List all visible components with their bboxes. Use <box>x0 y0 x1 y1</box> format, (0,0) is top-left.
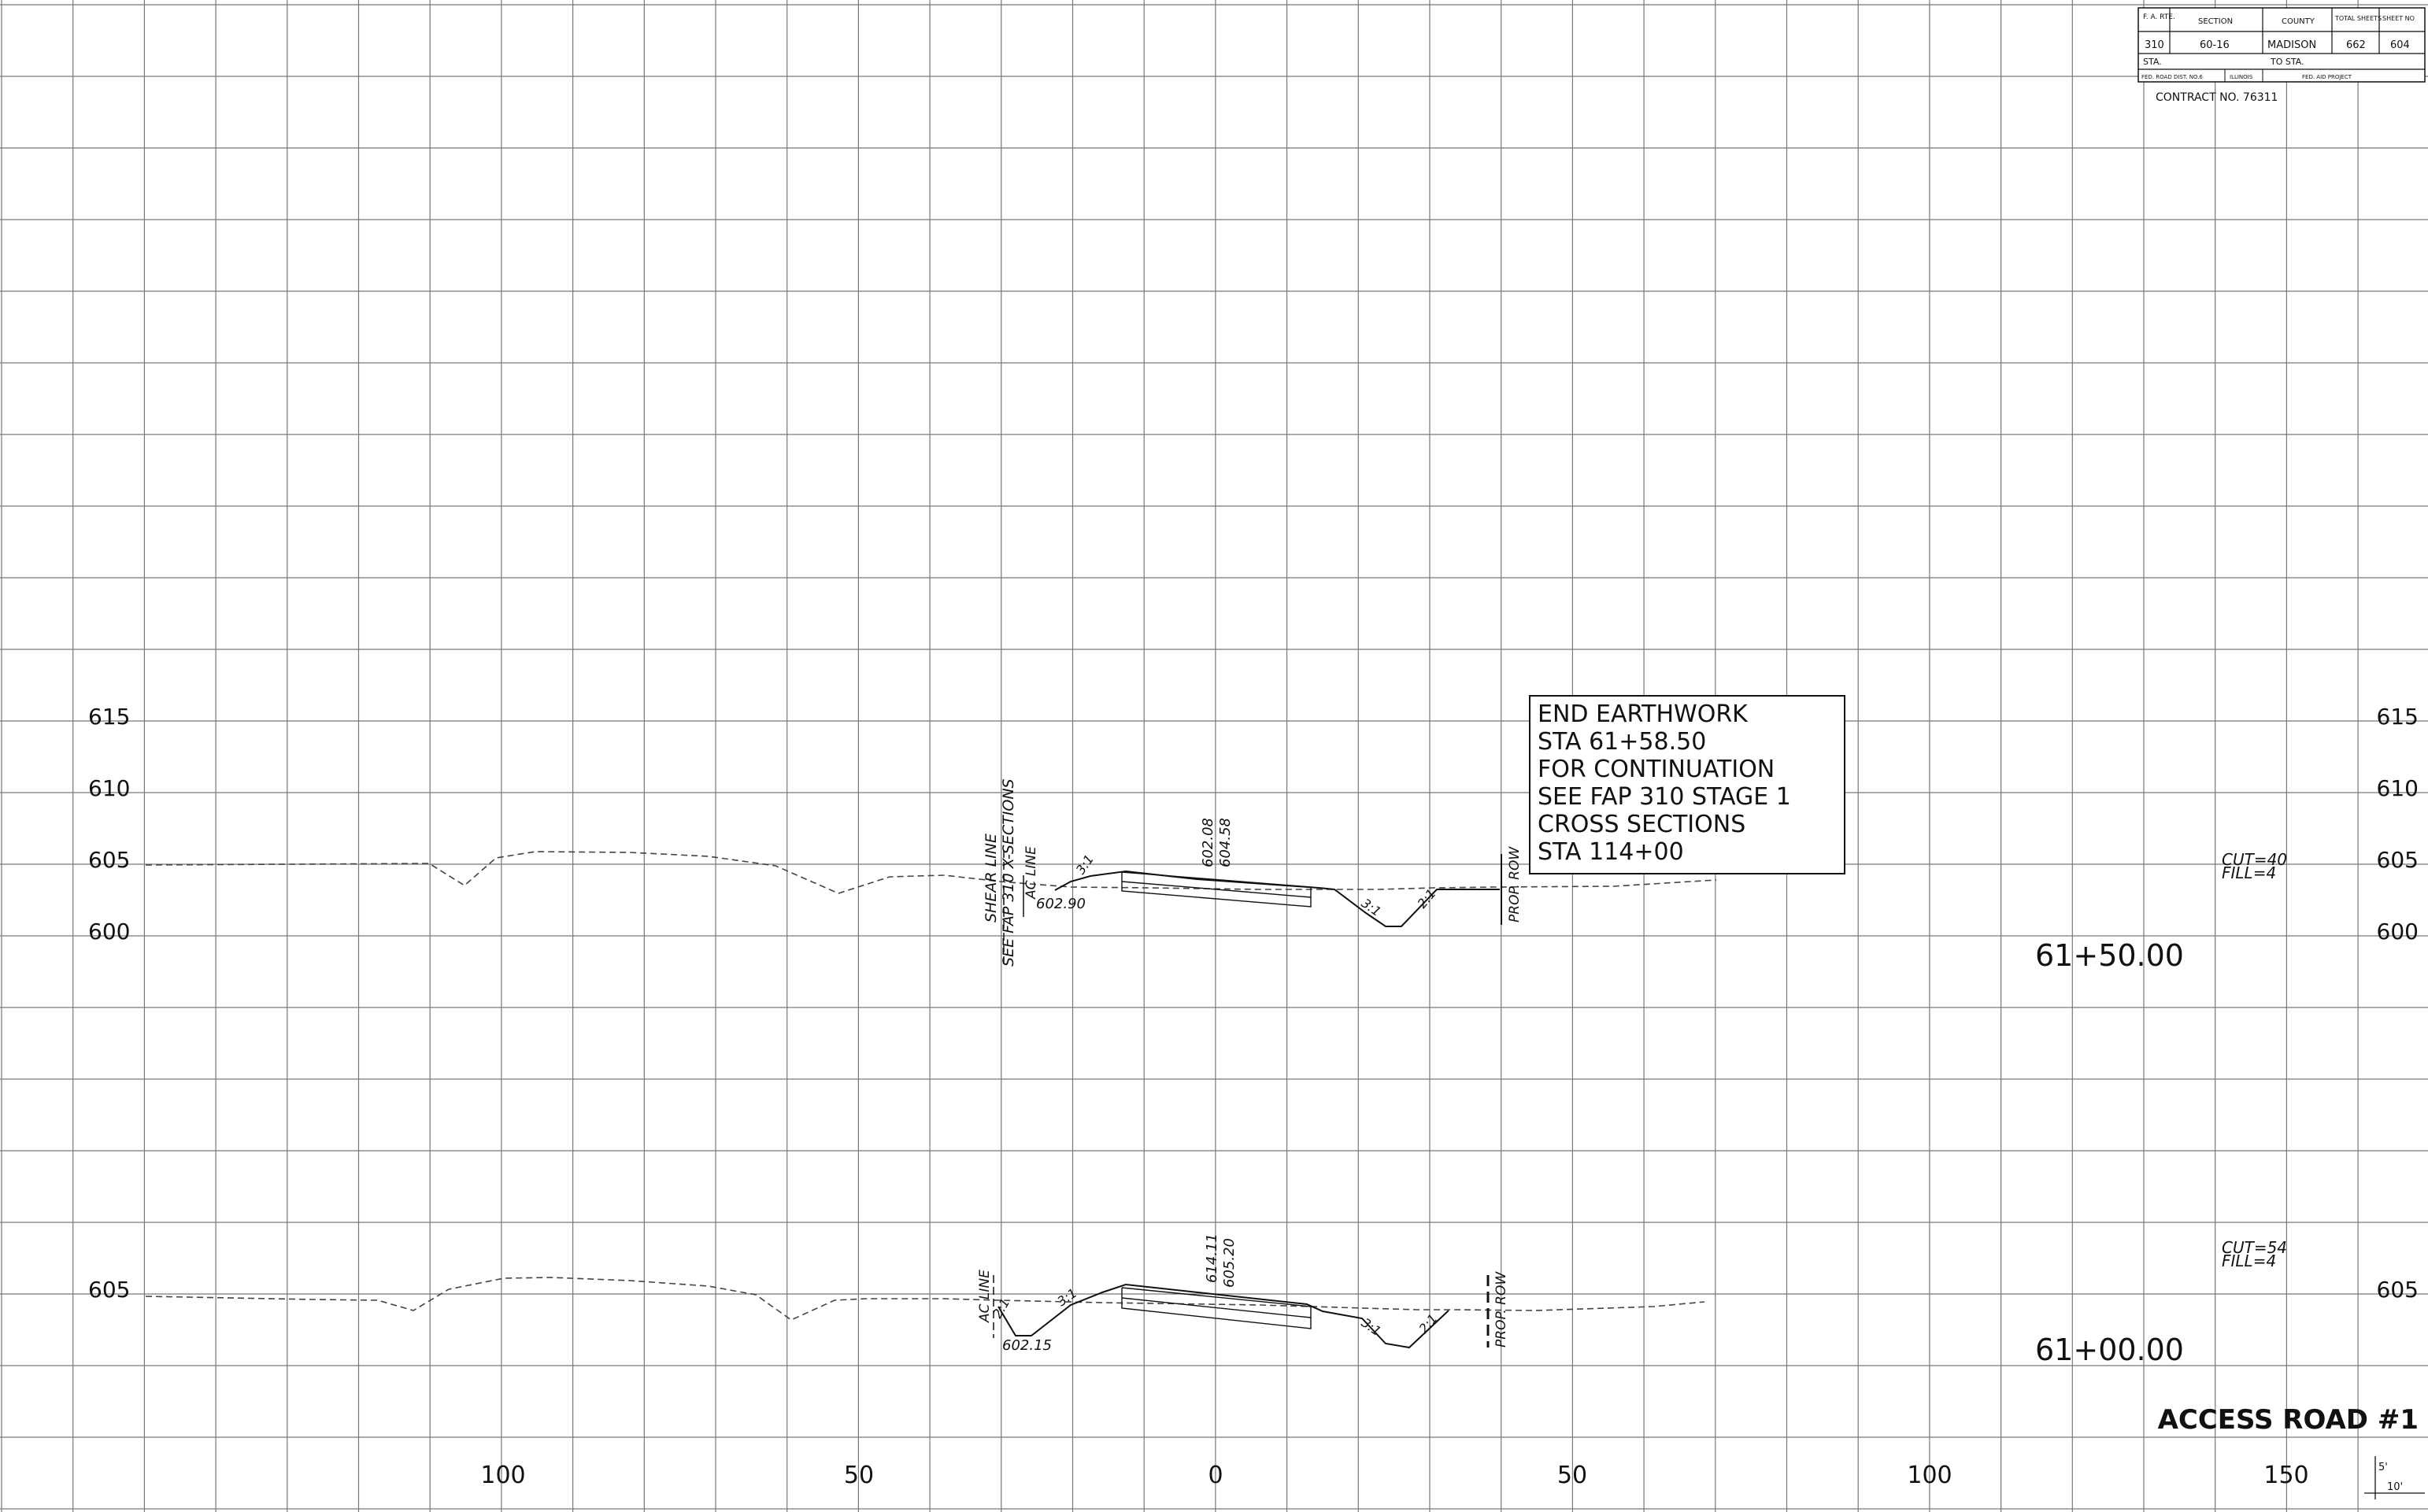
station-label: 61+50.00 <box>2035 938 2184 973</box>
slope-label: 3:1 <box>1054 1285 1079 1309</box>
elev-label: 605 <box>2377 1277 2419 1303</box>
tb-header-total-sheets: TOTAL SHEETS <box>2334 15 2382 22</box>
scale-horizontal: 10' <box>2387 1481 2403 1493</box>
note-line: FOR CONTINUATION <box>1538 756 1775 783</box>
tb-header-county: COUNTY <box>2282 17 2315 26</box>
slope-label: 2:1 <box>1416 1311 1441 1336</box>
offset-label: 0 <box>1208 1462 1223 1489</box>
tb-header-fa-rte: F. A. RTE. <box>2143 13 2175 21</box>
tb-contract: CONTRACT NO. 76311 <box>2156 91 2278 104</box>
proposed-profile <box>1054 870 1500 927</box>
tb-fa-rte: 310 <box>2145 39 2164 51</box>
elev-label: 600 <box>2377 919 2419 945</box>
note-line: CROSS SECTIONS <box>1538 811 1745 838</box>
cut-value: CUT=54 <box>2222 1238 2287 1257</box>
left-elevation: 602.90 <box>1036 896 1086 912</box>
ac-line-label: AC LINE <box>1023 846 1039 900</box>
title-block: F. A. RTE. SECTION COUNTY TOTAL SHEETS S… <box>2137 7 2426 104</box>
sheet-title: ACCESS ROAD #1 <box>2158 1404 2419 1436</box>
cross-section-61-00: AC LINE 602.15 614.11 605.20 2:1 3:1 3:1… <box>145 1233 2287 1367</box>
sheet-footer: ACCESS ROAD #1 5' 10' <box>2158 1404 2425 1499</box>
end-earthwork-note: END EARTHWORK STA 61+58.50 FOR CONTINUAT… <box>1529 695 1845 874</box>
top-elevation: 614.11 <box>1204 1233 1220 1283</box>
ac-line-label: AC LINE <box>977 1270 993 1323</box>
tb-fed-aid-project: FED. AID PROJECT <box>2302 74 2352 80</box>
elev-label: 610 <box>88 775 130 801</box>
tb-section: 60-16 <box>2200 39 2230 51</box>
tb-state: ILLINOIS <box>2230 74 2253 80</box>
proposed-profile <box>997 1283 1449 1349</box>
offset-labels: 100 50 0 50 100 150 <box>480 1462 2308 1489</box>
offset-label: 50 <box>1557 1462 1587 1489</box>
top-elevation: 604.58 <box>1217 818 1234 867</box>
elev-label: 610 <box>2377 775 2419 801</box>
offset-label: 150 <box>2263 1462 2308 1489</box>
note-line: STA 114+00 <box>1538 838 1684 866</box>
prop-row-label: PROP. ROW <box>1493 1271 1509 1347</box>
elev-label: 600 <box>88 919 130 945</box>
pavement-slab <box>1121 871 1312 908</box>
tb-county: MADISON <box>2267 39 2316 51</box>
cut-value: CUT=40 <box>2222 850 2287 869</box>
existing-ground-line <box>145 851 1717 894</box>
elev-label: 605 <box>2377 847 2419 873</box>
elev-label: 605 <box>88 1277 130 1303</box>
tb-total-sheets: 662 <box>2346 39 2366 51</box>
pavement-slab <box>1121 1287 1312 1329</box>
left-elevation: 602.15 <box>1002 1337 1052 1354</box>
elev-label: 605 <box>88 847 130 873</box>
note-line: END EARTHWORK <box>1538 701 1749 728</box>
tb-header-section: SECTION <box>2198 17 2233 26</box>
tb-fed-road-dist: FED. ROAD DIST. NO.6 <box>2141 74 2203 80</box>
offset-label: 100 <box>1907 1462 1952 1489</box>
existing-ground-line <box>145 1277 1705 1321</box>
tb-header-sheet-no: SHEET NO <box>2382 15 2415 22</box>
prop-row-label: PROP. ROW <box>1507 846 1523 922</box>
offset-label: 100 <box>480 1462 525 1489</box>
top-elevation: 602.08 <box>1200 818 1216 867</box>
elevation-labels-right: 615 610 605 600 605 <box>2377 704 2419 1303</box>
scale-vertical: 5' <box>2378 1462 2388 1473</box>
offset-label: 50 <box>844 1462 874 1489</box>
note-line: SEE FAP 310 STAGE 1 <box>1538 783 1791 811</box>
shear-line-label: SHEAR LINE <box>983 834 1000 922</box>
elev-label: 615 <box>2377 704 2419 730</box>
top-elevation: 605.20 <box>1221 1238 1238 1288</box>
see-x-sections-label: SEE FAP 310 X-SECTIONS <box>1000 778 1017 967</box>
tb-to-sta: TO STA. <box>2270 57 2304 67</box>
cross-section-61-50: SHEAR LINE SEE FAP 310 X-SECTIONS AC LIN… <box>145 778 2287 973</box>
elevation-labels-left: 615 610 605 600 605 <box>88 704 130 1303</box>
slope-label: 3:1 <box>1073 852 1097 877</box>
slope-label: 2:1 <box>1415 886 1439 911</box>
note-line: STA 61+58.50 <box>1538 728 1706 756</box>
slope-label: 3:1 <box>1359 896 1384 919</box>
elev-label: 615 <box>88 704 130 730</box>
fill-value: FILL=4 <box>2222 863 2276 882</box>
tb-sheet-no: 604 <box>2390 39 2410 51</box>
station-label: 61+00.00 <box>2035 1333 2184 1367</box>
tb-sta: STA. <box>2143 57 2162 67</box>
fill-value: FILL=4 <box>2222 1251 2276 1270</box>
